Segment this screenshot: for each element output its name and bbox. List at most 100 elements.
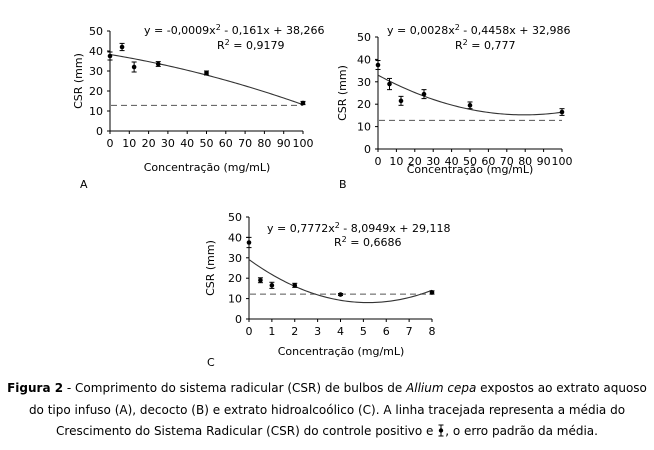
- chart-panel-a: 0 10 20 30 40 50 60 70 80 90 100 0 10 20 30 40 50 Concent…: [72, 23, 324, 191]
- y-tick-label: 10: [228, 293, 242, 306]
- data-point: [387, 77, 392, 91]
- data-marker: [398, 98, 404, 104]
- data-point: [131, 61, 137, 73]
- y-tick-label: 40: [357, 53, 371, 66]
- x-tick-label: 50: [463, 155, 477, 168]
- trend-curve: [248, 259, 433, 304]
- data-point: [269, 281, 275, 289]
- y-tick-label: 40: [89, 45, 103, 58]
- trend-curve: [109, 53, 304, 106]
- figure-caption: Figura 2 - Comprimento do sistema radicu…: [4, 378, 650, 443]
- data-marker: [119, 44, 125, 50]
- data-point: [375, 60, 381, 70]
- data-point: [107, 51, 113, 61]
- x-tick-label: 80: [257, 137, 271, 150]
- r-squared-value: = 0,9179: [230, 39, 285, 52]
- x-tick-label: 20: [142, 137, 156, 150]
- x-tick-label: 80: [518, 155, 532, 168]
- r-squared-value: = 0,777: [468, 39, 516, 52]
- regression-equation: y = -0,0009x2 - 0,161x + 38,266: [144, 23, 324, 37]
- y-tick-label: 10: [357, 121, 371, 134]
- x-axis-title: Concentração (mg/mL): [278, 345, 405, 358]
- x-tick-label: 8: [429, 325, 436, 338]
- y-tick-label: 30: [357, 76, 371, 89]
- x-tick-label: 30: [161, 137, 175, 150]
- data-point: [155, 61, 161, 67]
- y-axis-title: CSR (mm): [336, 65, 349, 121]
- x-tick-label: 0: [246, 325, 253, 338]
- data-point: [119, 42, 125, 52]
- r-squared-exponent: 2: [225, 38, 230, 47]
- caption-label: Figura 2: [7, 381, 64, 395]
- data-marker: [375, 62, 381, 68]
- equation-part: - 0,161x + 38,266: [221, 24, 325, 37]
- y-tick-label: 50: [228, 211, 242, 224]
- x-tick-label: 30: [426, 155, 440, 168]
- x-tick-label: 7: [406, 325, 413, 338]
- x-tick-label: 1: [268, 325, 275, 338]
- data-marker: [246, 240, 252, 245]
- trend-curve: [377, 74, 563, 116]
- y-tick-label: 0: [235, 313, 242, 326]
- x-tick-label: 0: [107, 137, 114, 150]
- equation-exponent: 2: [216, 23, 221, 32]
- data-point: [398, 95, 404, 106]
- caption-text-1: - Comprimento do sistema radicular (CSR)…: [63, 381, 407, 395]
- panel-label: A: [80, 178, 88, 191]
- y-tick-label: 10: [89, 105, 103, 118]
- regression-equation: y = 0,7772x2 - 8,0949x + 29,118: [267, 221, 450, 235]
- x-axis-title: Concentração (mg/mL): [144, 161, 271, 174]
- y-tick-label: 40: [228, 231, 242, 244]
- data-marker: [131, 64, 137, 70]
- chart-panel-b: 0 10 20 30 40 50 60 70 80 90 10001020304050Concent…: [336, 23, 573, 191]
- r-squared-symbol: R: [455, 39, 463, 52]
- x-tick-label: 90: [277, 137, 291, 150]
- x-tick-label: 60: [219, 137, 233, 150]
- x-tick-label: 10: [389, 155, 403, 168]
- caption-text-3: , o erro padrão da média.: [445, 424, 598, 438]
- y-tick-label: 20: [228, 272, 242, 285]
- r-squared: R2 = 0,9179: [217, 38, 284, 52]
- data-point: [257, 277, 263, 284]
- x-tick-label: 20: [408, 155, 422, 168]
- x-tick-label: 4: [337, 325, 344, 338]
- data-marker: [292, 283, 298, 288]
- y-tick-label: 20: [89, 85, 103, 98]
- r-squared-symbol: R: [334, 236, 342, 249]
- y-tick-label: 50: [357, 31, 371, 44]
- r-squared: R2 = 0,6686: [334, 235, 401, 249]
- y-tick-label: 20: [357, 98, 371, 111]
- equation-exponent: 2: [335, 221, 340, 230]
- x-tick-label: 50: [200, 137, 214, 150]
- data-marker: [269, 283, 275, 288]
- data-marker: [421, 91, 427, 97]
- data-marker: [155, 61, 161, 67]
- chart-panel-c: 0 1 2 3 4 5 6 7 8 0 10 20 30 40 50 Concentração (mg/mL)…: [204, 211, 450, 369]
- r-squared-exponent: 2: [463, 38, 468, 47]
- data-point: [204, 70, 209, 76]
- x-tick-label: 0: [375, 155, 382, 168]
- data-point: [429, 290, 435, 295]
- caption-text-2: expostos ao extrato aquoso do tipo infus…: [28, 381, 647, 438]
- data-point: [559, 108, 565, 116]
- y-tick-label: 0: [364, 143, 371, 156]
- data-marker: [107, 53, 113, 59]
- data-marker: [559, 109, 565, 115]
- equation-exponent: 2: [455, 23, 460, 32]
- x-tick-label: 90: [537, 155, 551, 168]
- x-tick-label: 70: [500, 155, 514, 168]
- figure: 0 10 20 30 40 50 60 70 80 90 10001020304050Concent…: [72, 23, 573, 369]
- data-point: [421, 89, 427, 100]
- x-tick-label: 60: [481, 155, 495, 168]
- data-point: [292, 282, 298, 288]
- panel-label: B: [339, 178, 347, 191]
- data-marker: [258, 277, 263, 283]
- x-tick-label: 100: [293, 137, 314, 150]
- equation-part: y = 0,7772x: [267, 222, 335, 235]
- y-tick-label: 30: [228, 252, 242, 265]
- equation-part: y = -0,0009x: [144, 24, 216, 37]
- x-tick-label: 40: [445, 155, 459, 168]
- r-squared: R2 = 0,777: [455, 38, 515, 52]
- x-tick-label: 100: [552, 155, 573, 168]
- equation-part: - 0,4458x + 32,986: [460, 24, 571, 37]
